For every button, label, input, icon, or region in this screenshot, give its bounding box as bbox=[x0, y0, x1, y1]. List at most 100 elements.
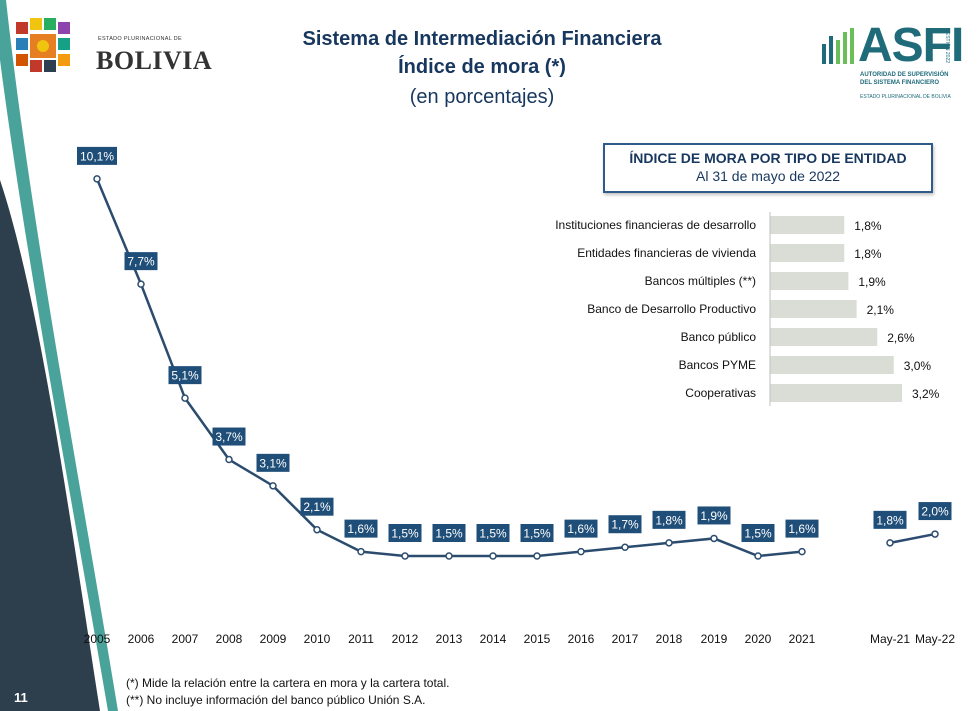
data-point bbox=[710, 534, 718, 543]
asfi-line-3: ESTADO PLURINACIONAL DE BOLIVIA bbox=[860, 94, 951, 100]
x-tick-label: 2008 bbox=[216, 632, 243, 646]
data-point bbox=[665, 539, 673, 547]
x-tick-label: 2013 bbox=[436, 632, 463, 646]
data-point bbox=[577, 547, 585, 556]
data-label-box bbox=[520, 524, 554, 542]
data-label: 1,5% bbox=[479, 527, 507, 541]
footnote-2: (**) No incluye información del banco pú… bbox=[126, 693, 426, 707]
sidebar-teal-curve bbox=[0, 0, 118, 711]
x-tick-label: 2014 bbox=[480, 632, 507, 646]
data-point bbox=[489, 552, 497, 560]
bar-category-label: Cooperativas bbox=[685, 386, 756, 400]
bolivia-logo: ESTADO PLURINACIONAL DE BOLIVIA bbox=[12, 14, 212, 78]
x-tick-label: 2016 bbox=[568, 632, 595, 646]
bolivia-seal-icon bbox=[16, 18, 70, 72]
title-line-1: Sistema de Intermediación Financiera bbox=[302, 28, 662, 50]
bar bbox=[770, 272, 849, 290]
data-point bbox=[93, 175, 101, 183]
asfi-side-text: GESTIÓN 2022 bbox=[944, 28, 950, 64]
data-point bbox=[798, 547, 806, 556]
x-tick-label: 2017 bbox=[612, 632, 639, 646]
x-tick-label: May-22 bbox=[915, 632, 955, 646]
data-label-box bbox=[741, 524, 775, 542]
bar-value-label: 3,2% bbox=[912, 387, 940, 401]
data-label: 3,1% bbox=[259, 456, 287, 470]
bar-value-label: 1,9% bbox=[858, 275, 886, 289]
x-tick-label: 2019 bbox=[701, 632, 728, 646]
data-label-box bbox=[785, 519, 819, 538]
bar-category-label: Entidades financieras de vivienda bbox=[577, 246, 756, 260]
bar bbox=[770, 216, 845, 234]
bar bbox=[770, 300, 857, 318]
data-label-box bbox=[388, 524, 422, 542]
x-tick-label: 2009 bbox=[260, 632, 287, 646]
x-tick-label: 2015 bbox=[524, 632, 551, 646]
bolivia-logo-name: BOLIVIA bbox=[96, 46, 213, 75]
x-tick-label: 2018 bbox=[656, 632, 683, 646]
inset-subtitle: Al 31 de mayo de 2022 bbox=[696, 168, 840, 184]
bar-category-label: Banco de Desarrollo Productivo bbox=[587, 302, 756, 316]
inset-title: ÍNDICE DE MORA POR TIPO DE ENTIDAD bbox=[629, 150, 907, 166]
footnote-1: (*) Mide la relación entre la cartera en… bbox=[126, 676, 450, 690]
data-point bbox=[137, 280, 145, 288]
data-label: 1,7% bbox=[611, 518, 639, 532]
bar bbox=[770, 328, 878, 346]
data-label: 5,1% bbox=[171, 369, 199, 383]
data-point bbox=[533, 552, 541, 560]
data-point bbox=[269, 482, 277, 490]
series-line-segment bbox=[889, 532, 936, 545]
data-label-box bbox=[608, 515, 642, 534]
bar bbox=[770, 244, 845, 262]
data-label: 1,6% bbox=[567, 522, 595, 536]
data-point bbox=[754, 552, 762, 560]
data-label-box bbox=[77, 146, 117, 165]
data-label: 1,5% bbox=[523, 527, 551, 541]
asfi-bars-icon bbox=[822, 28, 854, 64]
x-tick-label: 2010 bbox=[304, 632, 331, 646]
sidebar-dark-shape bbox=[0, 180, 100, 711]
page-number: 11 bbox=[14, 690, 28, 705]
bar-value-label: 3,0% bbox=[904, 359, 932, 373]
data-point bbox=[621, 543, 629, 551]
data-label: 2,1% bbox=[303, 500, 331, 514]
title-line-2: Índice de mora (*) bbox=[398, 56, 566, 78]
data-label-box bbox=[256, 453, 290, 472]
bolivia-logo-small-text: ESTADO PLURINACIONAL DE bbox=[98, 36, 182, 42]
bar bbox=[770, 384, 902, 402]
data-point bbox=[357, 547, 365, 556]
data-label-box bbox=[212, 427, 246, 446]
data-label: 2,0% bbox=[921, 505, 949, 519]
data-label: 1,8% bbox=[655, 513, 683, 527]
x-tick-label: 2005 bbox=[84, 632, 111, 646]
x-tick-label: 2007 bbox=[172, 632, 199, 646]
title-line-3: (en porcentajes) bbox=[409, 86, 555, 108]
asfi-line-1: AUTORIDAD DE SUPERVISIÓN bbox=[860, 72, 949, 78]
data-label-box bbox=[652, 510, 686, 529]
data-point bbox=[886, 539, 894, 547]
x-tick-label: May-21 bbox=[870, 632, 910, 646]
data-label: 1,8% bbox=[876, 513, 904, 527]
data-label-box bbox=[873, 510, 907, 529]
data-label: 1,5% bbox=[435, 527, 463, 541]
bar bbox=[770, 356, 894, 374]
bar-category-label: Bancos PYME bbox=[679, 358, 756, 372]
data-label: 1,9% bbox=[700, 509, 728, 523]
data-label: 1,5% bbox=[744, 527, 772, 541]
data-label: 1,5% bbox=[391, 527, 419, 541]
data-point bbox=[931, 530, 939, 538]
x-tick-label: 2011 bbox=[348, 632, 374, 646]
bar-value-label: 2,1% bbox=[867, 303, 895, 317]
data-label: 1,6% bbox=[788, 522, 816, 536]
data-point bbox=[401, 552, 409, 560]
bar-category-label: Bancos múltiples (**) bbox=[645, 274, 756, 288]
data-label: 3,7% bbox=[215, 430, 243, 444]
asfi-logo: ASFI GESTIÓN 2022 AUTORIDAD DE SUPERVISI… bbox=[820, 22, 964, 108]
data-point bbox=[445, 552, 453, 560]
x-tick-label: 2020 bbox=[745, 632, 772, 646]
x-tick-label: 2006 bbox=[128, 632, 155, 646]
data-label: 10,1% bbox=[80, 149, 114, 163]
data-label-box bbox=[344, 519, 378, 538]
